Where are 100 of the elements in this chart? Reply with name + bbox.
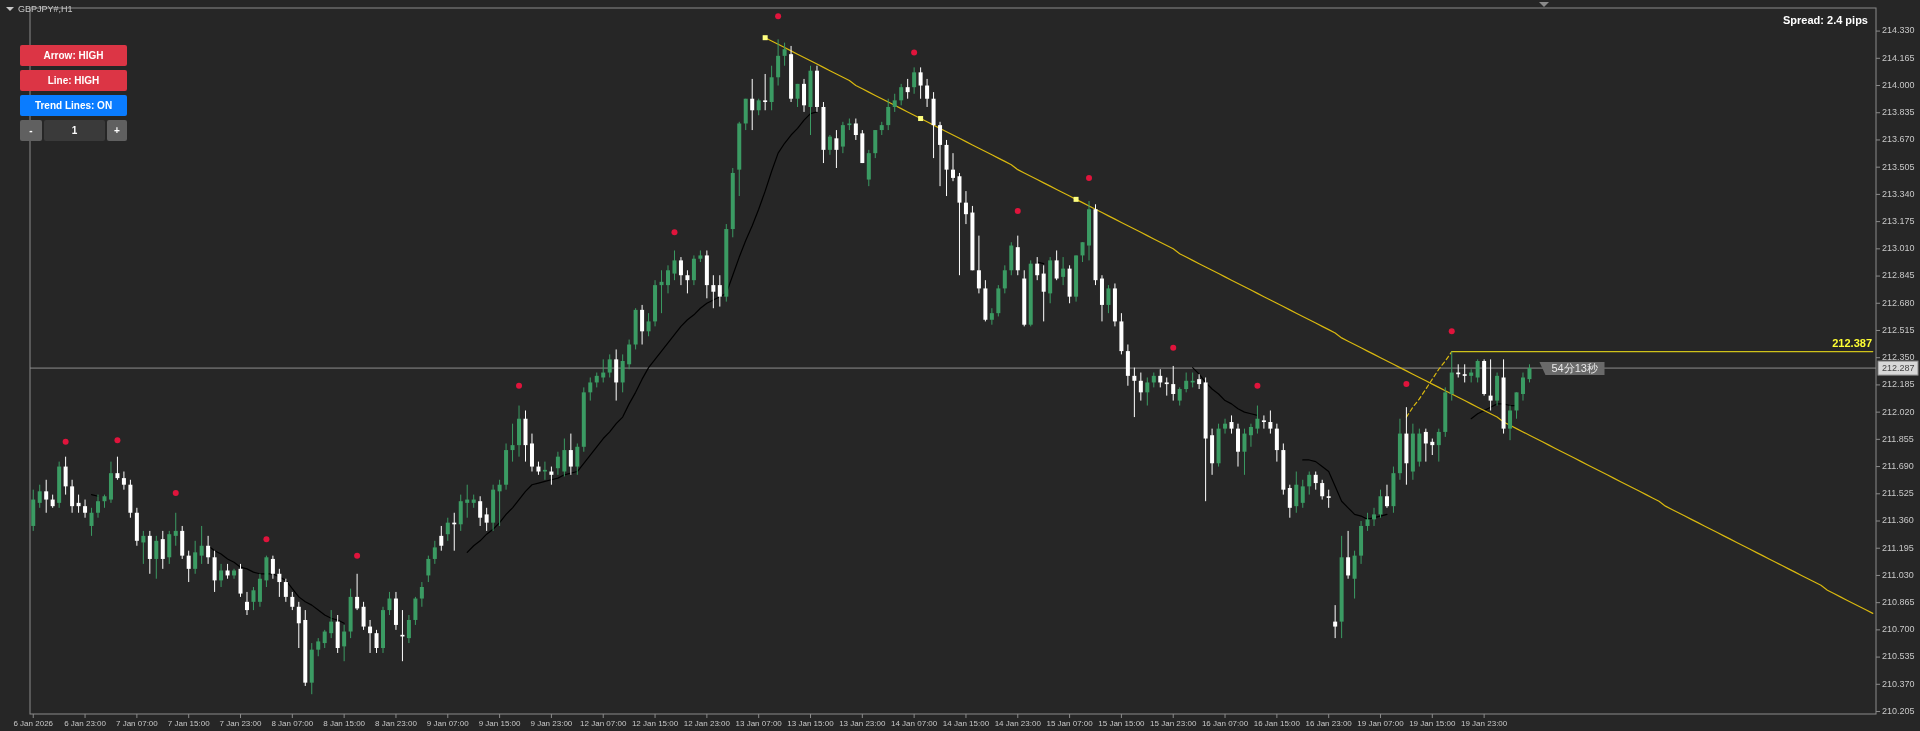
candlestick — [283, 578, 288, 603]
y-tick-label: 212.680 — [1882, 297, 1915, 308]
annotation: - — [29, 125, 33, 137]
candlestick — [121, 471, 126, 491]
candlestick — [802, 78, 807, 113]
x-tick-label: 6 Jan 2026 — [13, 719, 54, 728]
candlestick — [1184, 372, 1189, 393]
candlestick — [167, 530, 172, 565]
candlestick — [329, 609, 334, 639]
point — [1170, 344, 1177, 351]
candlestick — [63, 456, 68, 496]
y-tick-label: 214.330 — [1882, 25, 1915, 36]
x-tick-label: 19 Jan 23:00 — [1461, 719, 1508, 728]
candlestick — [614, 348, 619, 402]
point — [775, 13, 782, 20]
candlestick — [1171, 365, 1176, 402]
x-tick-label: 7 Jan 23:00 — [219, 719, 262, 728]
candlestick — [251, 586, 256, 611]
candlestick — [646, 312, 651, 337]
candlestick — [562, 438, 567, 477]
candlestick — [1378, 489, 1383, 519]
candlestick — [750, 78, 755, 131]
y-tick-label: 210.370 — [1882, 678, 1915, 689]
candlestick — [465, 484, 470, 519]
candlestick — [1508, 405, 1513, 441]
candlestick — [37, 484, 42, 509]
candlestick — [1365, 512, 1370, 532]
y-tick-label: 211.360 — [1882, 515, 1914, 526]
candlestick — [989, 307, 994, 326]
y-tick-label: 211.855 — [1882, 433, 1914, 444]
candlestick — [1197, 373, 1202, 390]
candlestick — [264, 555, 269, 588]
candlestick — [873, 129, 878, 159]
candlestick — [1475, 358, 1480, 383]
point — [671, 229, 678, 236]
candlestick — [1164, 377, 1169, 397]
candlestick — [497, 479, 502, 527]
x-tick-label: 15 Jan 23:00 — [1150, 719, 1197, 728]
x-tick-label: 12 Jan 15:00 — [631, 719, 679, 728]
candlestick — [76, 494, 81, 514]
candlestick — [951, 152, 955, 182]
candlestick — [549, 466, 554, 486]
annotation: 1 — [71, 125, 78, 137]
candlestick — [1061, 256, 1066, 286]
candlestick — [141, 530, 146, 565]
x-tick-label: 14 Jan 23:00 — [994, 719, 1042, 728]
point — [62, 438, 69, 445]
candlestick — [484, 507, 489, 532]
candlestick — [1488, 358, 1493, 411]
candlestick — [678, 256, 683, 286]
candlestick — [244, 591, 249, 616]
annotation: Trend Lines: ON — [34, 100, 113, 112]
x-tick-label: 16 Jan 07:00 — [1201, 719, 1249, 728]
candlestick — [640, 304, 645, 345]
chart-title: GBPJPY#,H1 — [18, 4, 73, 14]
candlestick — [290, 591, 295, 611]
candlestick — [296, 601, 301, 649]
candlestick — [1436, 428, 1441, 463]
x-tick-label: 9 Jan 23:00 — [530, 719, 573, 728]
point — [1254, 382, 1261, 389]
candlestick — [478, 495, 483, 527]
point — [263, 536, 270, 543]
candlestick — [1255, 405, 1260, 435]
candlestick — [685, 269, 690, 294]
y-tick-label: 213.505 — [1882, 161, 1915, 172]
y-tick-label: 210.865 — [1882, 597, 1915, 608]
x-tick-label: 16 Jan 23:00 — [1305, 719, 1353, 728]
candlestick — [672, 249, 677, 281]
candlestick — [542, 461, 547, 481]
candlestick — [1352, 550, 1357, 600]
candlestick — [413, 596, 418, 626]
candlestick — [620, 353, 625, 393]
candlestick — [1346, 530, 1351, 580]
candlestick — [270, 555, 275, 580]
candlestick — [827, 134, 832, 156]
y-tick-label: 212.515 — [1882, 324, 1915, 335]
x-tick-label: 8 Jan 23:00 — [375, 719, 418, 728]
candlestick — [782, 42, 787, 67]
point — [114, 437, 121, 444]
candlestick — [1462, 363, 1467, 383]
candlestick — [717, 274, 722, 308]
candlestick — [355, 573, 360, 611]
candlestick — [1229, 414, 1234, 435]
candlestick — [892, 93, 897, 113]
candlestick — [232, 568, 237, 580]
candlestick — [1035, 256, 1040, 281]
candlestick — [115, 456, 120, 481]
candlestick — [70, 479, 75, 514]
y-tick-label: 211.525 — [1882, 488, 1914, 499]
annotation: Arrow: HIGH — [43, 50, 104, 62]
candlestick — [342, 624, 347, 662]
candlestick — [1384, 484, 1389, 509]
candlestick — [1333, 604, 1338, 639]
point — [516, 382, 523, 389]
candlestick — [588, 377, 593, 402]
line-series — [1405, 351, 1453, 418]
candlestick — [199, 525, 204, 565]
candlestick — [1307, 471, 1312, 496]
candlestick — [1449, 351, 1454, 402]
candlestick — [1236, 423, 1240, 468]
